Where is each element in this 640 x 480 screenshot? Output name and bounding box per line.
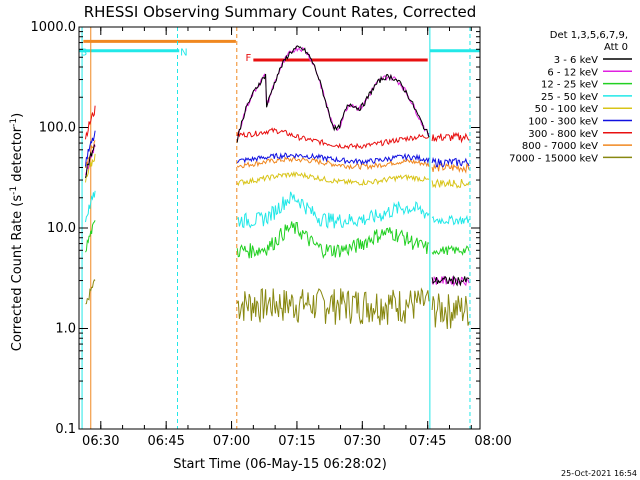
x-axis: 06:30 06:45 07:00 07:15 07:30 07:45 08:00 (82, 27, 512, 449)
y-tick-label: 100.0 (39, 121, 76, 136)
plot-frame (78, 26, 481, 430)
series-line (236, 152, 430, 166)
x-tick-label: 07:30 (344, 434, 381, 449)
series-line-late (431, 293, 470, 330)
y-axis-label-mid: detector (10, 126, 25, 186)
series-line (236, 45, 430, 143)
x-tick-label: 07:45 (409, 434, 446, 449)
series-line-late (431, 178, 470, 189)
legend-label: 7000 - 15000 keV (509, 153, 598, 164)
chart-title: RHESSI Observing Summary Count Rates, Co… (84, 3, 477, 21)
night-label-s: S (81, 48, 87, 59)
x-tick-label: 07:15 (278, 434, 315, 449)
y-axis: 1000.0 100.0 10.0 1.0 0.1 (31, 20, 480, 437)
series-line-late (431, 214, 470, 226)
legend-header: Att 0 (604, 42, 628, 53)
series-line (236, 127, 430, 150)
series-line (236, 191, 430, 229)
y-axis-label-main: Corrected Count Rate (s (10, 195, 25, 352)
legend-label: 25 - 50 keV (541, 92, 598, 103)
series-line-late (431, 156, 470, 168)
series-line-early (85, 279, 96, 305)
x-axis-label: Start Time (06-May-15 06:28:02) (173, 457, 387, 472)
y-tick-label: 1.0 (55, 322, 76, 337)
series-line-early (85, 105, 96, 140)
y-tick-label: 1000.0 (31, 20, 77, 35)
x-tick-label: 06:30 (82, 434, 119, 449)
x-tick-label: 06:45 (147, 434, 184, 449)
y-axis-label-sup2: -1 (9, 118, 19, 127)
x-tick-label: 08:00 (474, 434, 511, 449)
series-line (236, 170, 430, 187)
legend-label: 12 - 25 keV (541, 80, 598, 91)
legend-label: 6 - 12 keV (547, 67, 598, 78)
legend-header: Det 1,3,5,6,7,9, (550, 30, 628, 41)
series-line-late (431, 275, 470, 287)
series-line (236, 287, 430, 326)
legend-label: 800 - 7000 keV (522, 141, 598, 152)
flare-label-f: F (246, 53, 252, 64)
series-line (236, 221, 430, 259)
night-label-n: N (180, 48, 187, 59)
y-axis-label-sup1: -1 (9, 186, 19, 195)
series-line-late (431, 244, 470, 256)
series-line-early (85, 220, 96, 253)
series-line-early (85, 190, 96, 223)
series-line-early (85, 153, 96, 183)
legend-label: 3 - 6 keV (554, 55, 598, 66)
series-line-late (431, 162, 470, 174)
y-axis-label: Corrected Count Rate (s-1 detector-1) (9, 113, 25, 351)
y-tick-label: 0.1 (55, 422, 76, 437)
legend-label: 300 - 800 keV (528, 129, 598, 140)
y-axis-label-end: ) (10, 113, 25, 118)
series-line (236, 156, 430, 171)
x-tick-label: 07:00 (213, 434, 250, 449)
series-line-early (85, 144, 96, 179)
legend-label: 50 - 100 keV (535, 104, 599, 115)
series-line-late (431, 131, 470, 144)
footer-date: 25-Oct-2021 16:54 (561, 469, 637, 478)
series-line-early (85, 130, 96, 167)
y-tick-label: 10.0 (47, 221, 76, 236)
legend-label: 100 - 300 keV (528, 117, 598, 128)
